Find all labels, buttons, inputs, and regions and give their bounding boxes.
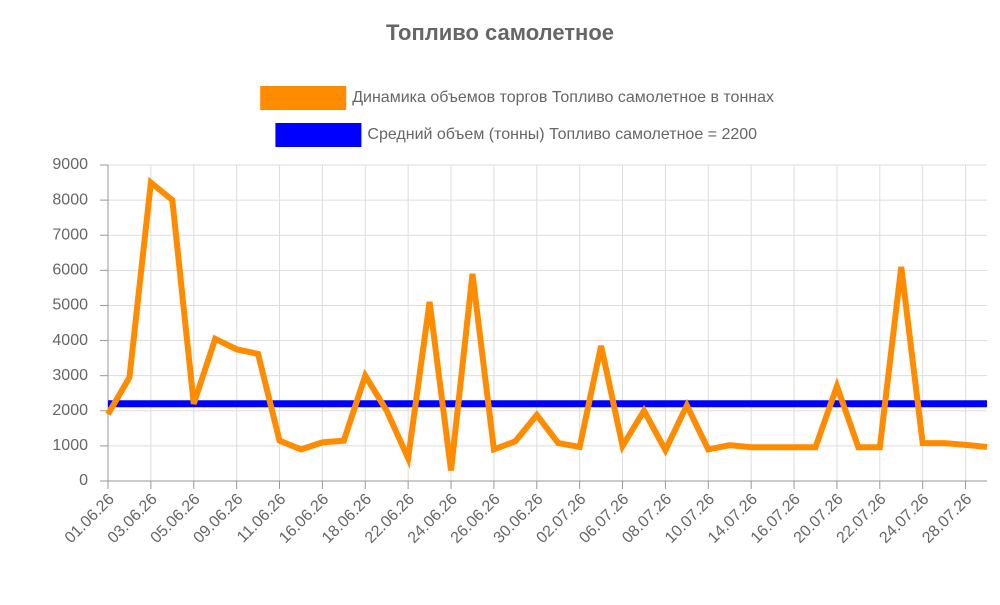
y-tick-label: 1000 bbox=[52, 437, 88, 454]
y-tick-label: 2000 bbox=[52, 402, 88, 419]
y-tick-label: 6000 bbox=[52, 262, 88, 279]
legend-swatch bbox=[275, 123, 362, 147]
y-tick-label: 7000 bbox=[52, 226, 88, 243]
legend-label: Динамика объемов торгов Топливо самолетн… bbox=[352, 89, 774, 106]
y-tick-label: 5000 bbox=[52, 297, 88, 314]
y-tick-label: 0 bbox=[79, 472, 88, 489]
legend-label: Средний объем (тонны) Топливо самолетное… bbox=[367, 126, 757, 143]
chart-title: Топливо самолетное bbox=[386, 20, 614, 45]
y-tick-label: 9000 bbox=[52, 156, 88, 173]
series-line bbox=[105, 176, 988, 471]
y-tick-label: 4000 bbox=[52, 332, 88, 349]
y-tick-label: 3000 bbox=[52, 367, 88, 384]
legend-swatch bbox=[260, 86, 347, 110]
y-tick-label: 8000 bbox=[52, 191, 88, 208]
